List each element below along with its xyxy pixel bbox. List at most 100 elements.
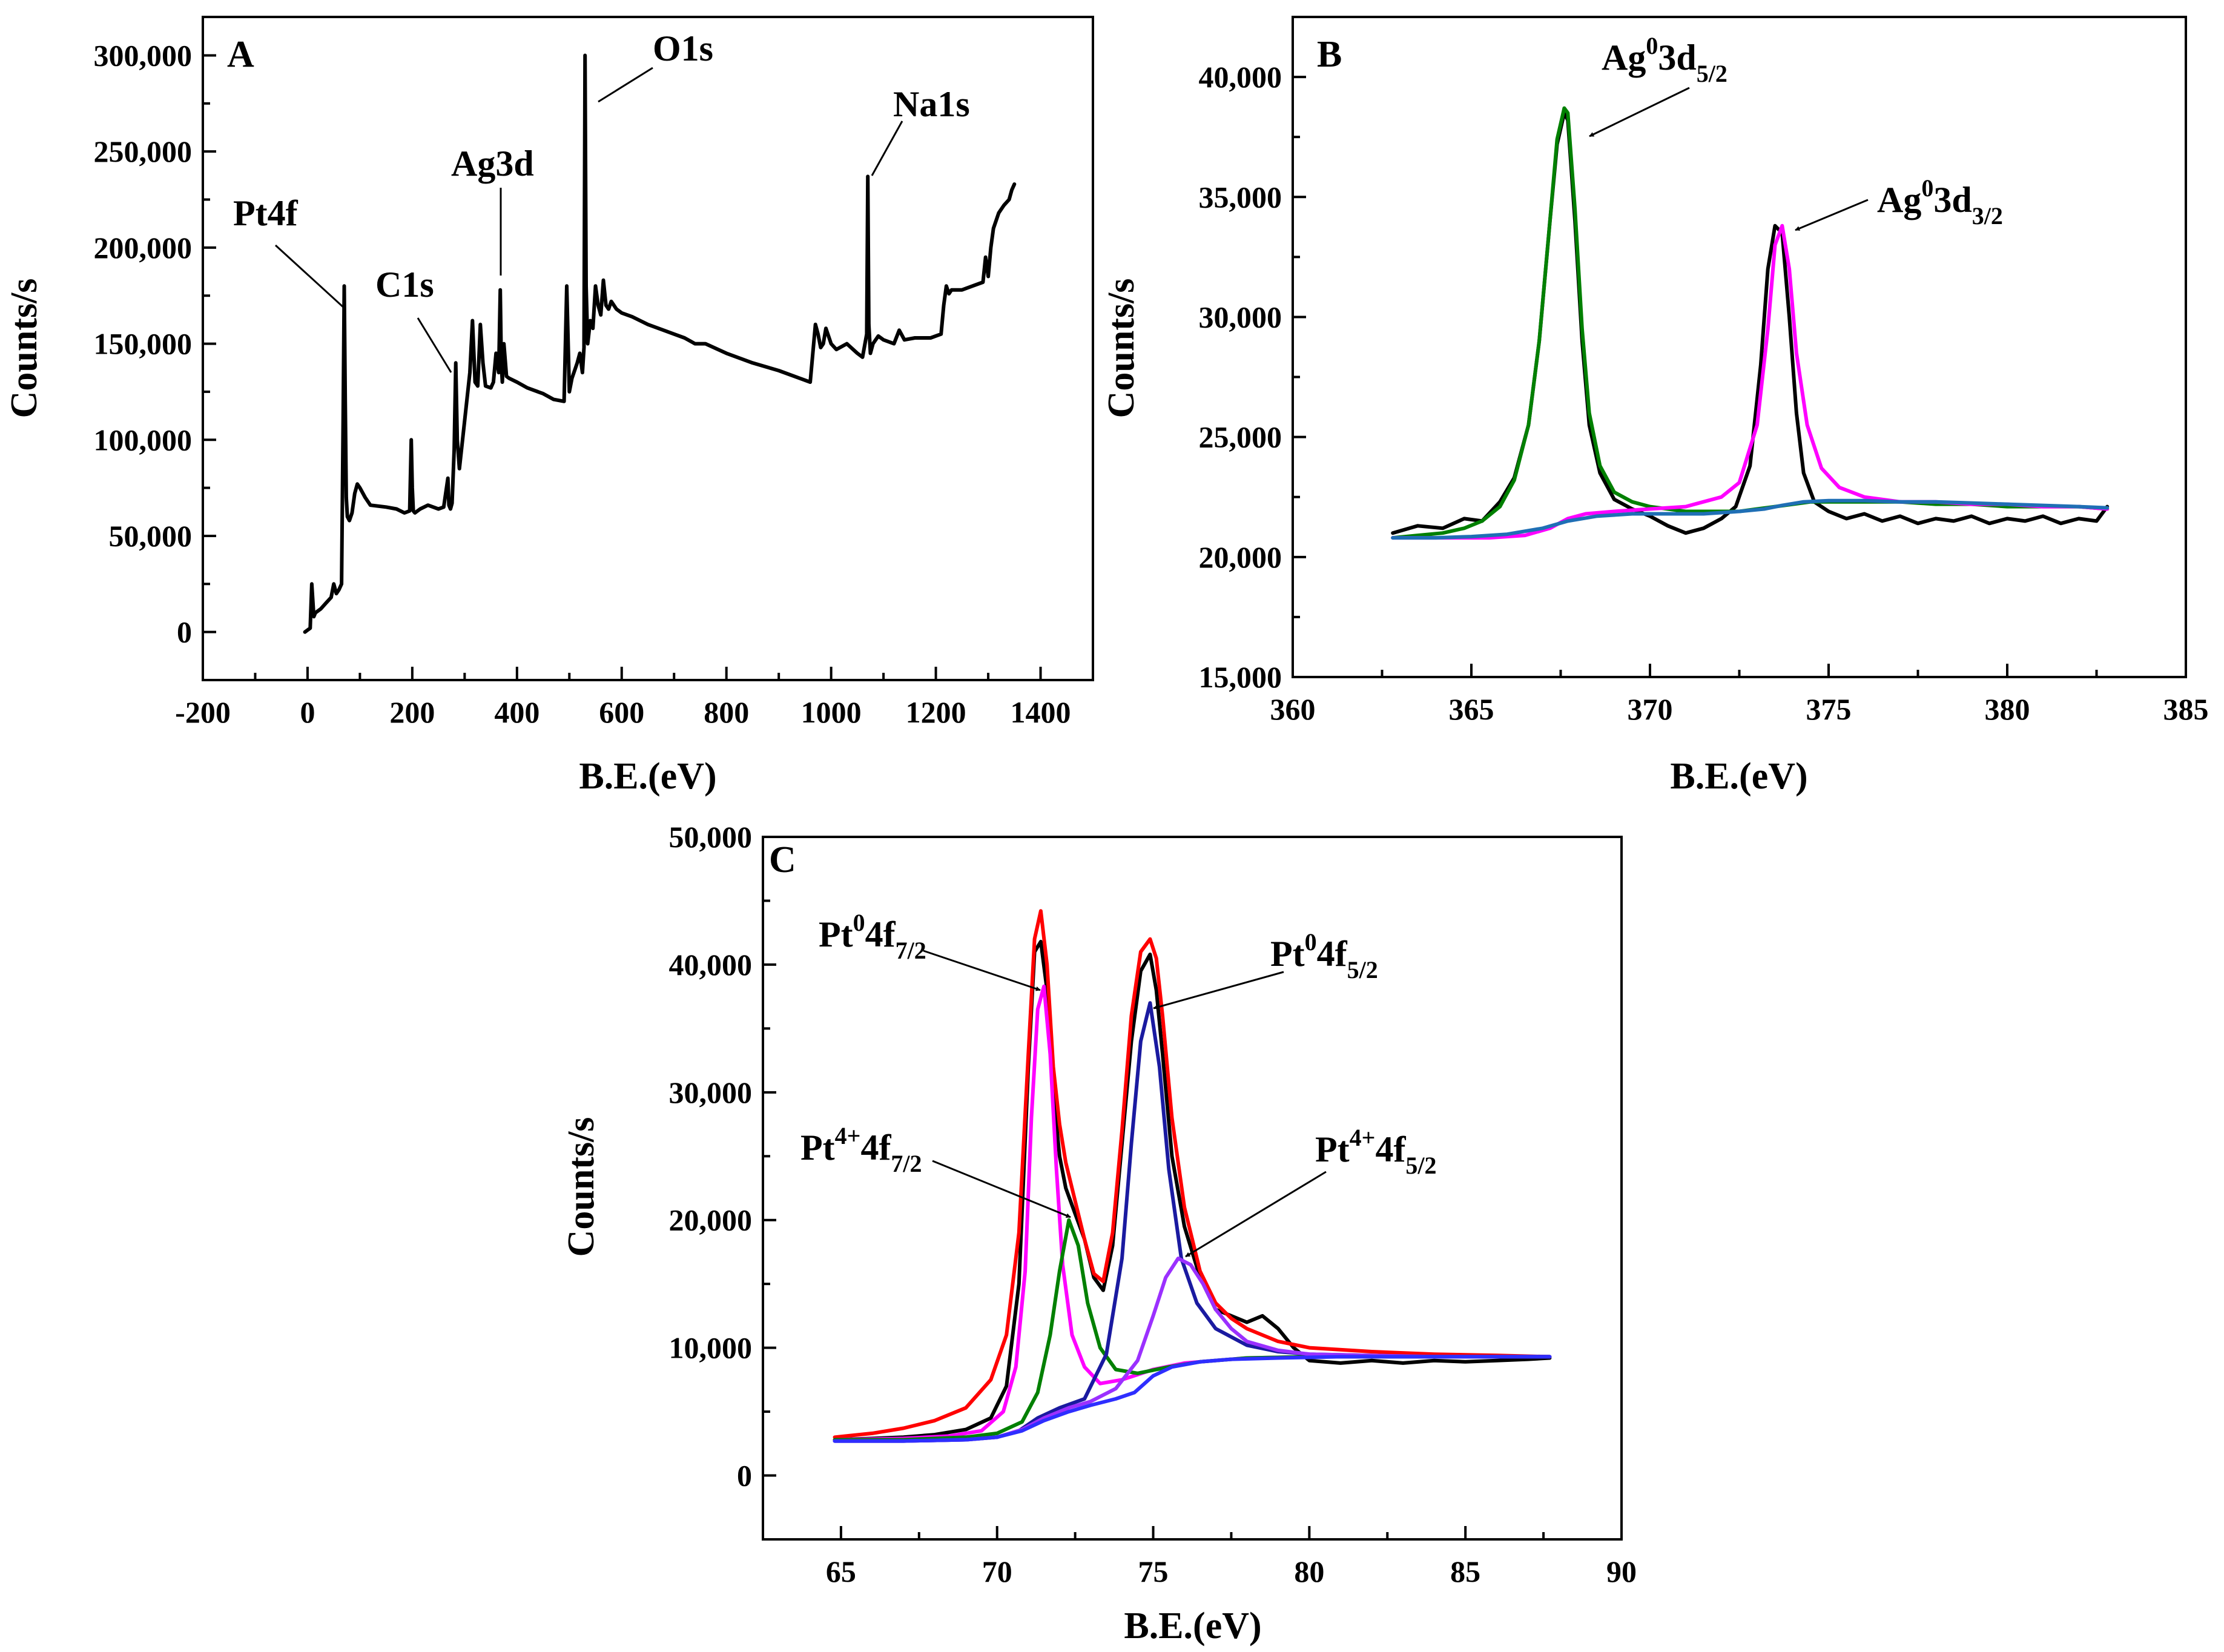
ytick-label-c-0: 0 (737, 1459, 752, 1493)
ytick-label-c-1: 10,000 (669, 1331, 753, 1365)
series-c-envelope (833, 909, 1552, 1439)
panel-a-xlabel: B.E.(eV) (579, 756, 716, 797)
xtick-label-b-1: 365 (1449, 692, 1494, 726)
pt4-4f72-sup: 4+ (835, 1122, 861, 1149)
ytick-label-b-2: 25,000 (1199, 420, 1282, 454)
panel-c-letter: C (769, 839, 796, 881)
ag0-3d32-base: Ag (1877, 180, 1921, 220)
panel-c-ticks: 65 70 75 80 85 90 0 10,000 20,000 30,000 40,000 50,… (669, 820, 1637, 1588)
pt0-4f52-core: 4f (1317, 934, 1348, 974)
series-c-background (833, 1355, 1552, 1443)
ytick-label-a-3: 150,000 (94, 327, 193, 361)
ytick-label-a-6: 300,000 (94, 38, 193, 72)
ytick-label-c-3: 30,000 (669, 1075, 753, 1109)
panel-a-frame (202, 16, 1094, 681)
annotation-pt4-4f52: Pt4+4f5/2 (1315, 1124, 1437, 1179)
ytick-label-a-1: 50,000 (109, 519, 193, 553)
pt4-4f72-core: 4f (860, 1128, 891, 1168)
ytick-label-b-5: 40,000 (1199, 60, 1282, 94)
xtick-label-a-0: -200 (175, 695, 231, 729)
pt4-4f52-base: Pt (1315, 1129, 1350, 1169)
pt4-4f72-base: Pt (800, 1128, 835, 1168)
annotation-ag3d: Ag3d (451, 144, 534, 183)
pt4-4f72-sub: 7/2 (891, 1150, 922, 1177)
pt4-4f52-sup: 4+ (1350, 1124, 1376, 1151)
xtick-label-a-2: 200 (389, 695, 435, 729)
xtick-label-b-3: 375 (1806, 692, 1852, 726)
ag0-3d52-core: 3d (1658, 38, 1696, 78)
arrow-ag0-3d32 (1795, 199, 1869, 231)
ag0-3d52-sub: 5/2 (1697, 60, 1727, 87)
arrow-pt4-4f72 (932, 1160, 1071, 1218)
xtick-label-c-4: 85 (1450, 1555, 1480, 1588)
leader-o1s (598, 67, 653, 103)
xtick-label-c-3: 80 (1294, 1555, 1324, 1588)
series-b-raw (1391, 111, 2110, 535)
panel-a-plot-area (303, 53, 1017, 634)
pt0-4f72-core: 4f (865, 914, 896, 954)
arrow-pt4-4f52 (1185, 1171, 1327, 1258)
annotation-ag0-3d32: Ag03d3/2 (1877, 174, 2003, 230)
leader-pt4f (274, 244, 346, 310)
panel-c: 65 70 75 80 85 90 0 10,000 20,000 30,000 40,000 50,… (561, 820, 1637, 1647)
pt4-4f52-sub: 5/2 (1405, 1152, 1436, 1179)
xtick-label-a-8: 1400 (1011, 695, 1071, 729)
ytick-label-c-5: 50,000 (669, 820, 753, 854)
panel-c-plot-area (833, 909, 1552, 1443)
ytick-label-b-0: 15,000 (1199, 660, 1282, 694)
pt4-4f52-core: 4f (1375, 1129, 1406, 1169)
ag0-3d32-core: 3d (1933, 180, 1972, 220)
series-a-survey (303, 53, 1017, 634)
xtick-label-c-2: 75 (1138, 1555, 1169, 1588)
panel-a: -200 0 200 400 600 800 1000 1200 1400 0 50,000 100,… (4, 16, 1094, 797)
panel-c-frame (762, 836, 1623, 1541)
ag0-3d32-sub: 3/2 (1972, 202, 2003, 230)
annotation-pt0-4f52: Pt04f5/2 (1270, 928, 1378, 983)
ytick-label-c-2: 20,000 (669, 1203, 753, 1237)
arrow-ag0-3d52 (1589, 87, 1690, 137)
xtick-label-a-1: 0 (300, 695, 315, 729)
panel-b-plot-area (1391, 106, 2110, 540)
ytick-label-a-5: 250,000 (94, 134, 193, 168)
xtick-label-a-6: 1000 (801, 695, 862, 729)
leader-c1s (417, 317, 452, 373)
xtick-label-a-4: 600 (599, 695, 644, 729)
ytick-label-b-1: 20,000 (1199, 540, 1282, 574)
annotation-ag0-3d52: Ag03d5/2 (1602, 32, 1727, 87)
xtick-label-a-5: 800 (704, 695, 749, 729)
ag0-3d32-sup: 0 (1921, 174, 1933, 202)
arrow-pt0-4f72 (923, 950, 1041, 991)
pt0-4f72-sup: 0 (853, 909, 865, 936)
ytick-label-c-4: 40,000 (669, 948, 753, 982)
panel-b-xlabel: B.E.(eV) (1670, 756, 1807, 797)
pt0-4f52-sup: 0 (1305, 928, 1317, 956)
xtick-label-c-0: 65 (826, 1555, 856, 1588)
arrow-pt0-4f52 (1153, 971, 1284, 1009)
series-c-pt0-4f5-2 (833, 1001, 1552, 1443)
leader-na1s (871, 121, 903, 176)
ytick-label-a-0: 0 (177, 615, 192, 649)
series-b-ag0-3d5-2-fit (1391, 106, 2110, 540)
panel-b-ticks: 360 365 370 375 380 385 15,000 20,000 25,000 30,0… (1199, 60, 2209, 726)
panel-a-letter: A (227, 34, 254, 75)
series-c-raw (833, 939, 1552, 1442)
ytick-label-a-2: 100,000 (94, 423, 193, 457)
pt0-4f52-base: Pt (1270, 934, 1305, 974)
pt0-4f72-sub: 7/2 (896, 937, 926, 964)
xtick-label-c-5: 90 (1606, 1555, 1637, 1588)
panel-b-frame (1292, 16, 2187, 678)
ytick-label-b-3: 30,000 (1199, 300, 1282, 334)
annotation-pt0-4f72: Pt04f7/2 (819, 909, 926, 964)
xtick-label-a-3: 400 (494, 695, 540, 729)
panel-a-ticks: -200 0 200 400 600 800 1000 1200 1400 0 50,000 100,… (94, 38, 1071, 729)
annotation-o1s: O1s (653, 28, 713, 68)
pt0-4f52-sub: 5/2 (1347, 956, 1378, 983)
annotation-pt4f: Pt4f (233, 193, 299, 233)
annotation-na1s: Na1s (893, 84, 970, 124)
xtick-label-a-7: 1200 (906, 695, 966, 729)
series-b-ag0-3d3-2-fit (1391, 223, 2110, 540)
series-c-pt0-4f7-2 (833, 984, 1552, 1442)
xtick-label-b-0: 360 (1270, 692, 1316, 726)
annotation-c1s: C1s (375, 265, 434, 305)
